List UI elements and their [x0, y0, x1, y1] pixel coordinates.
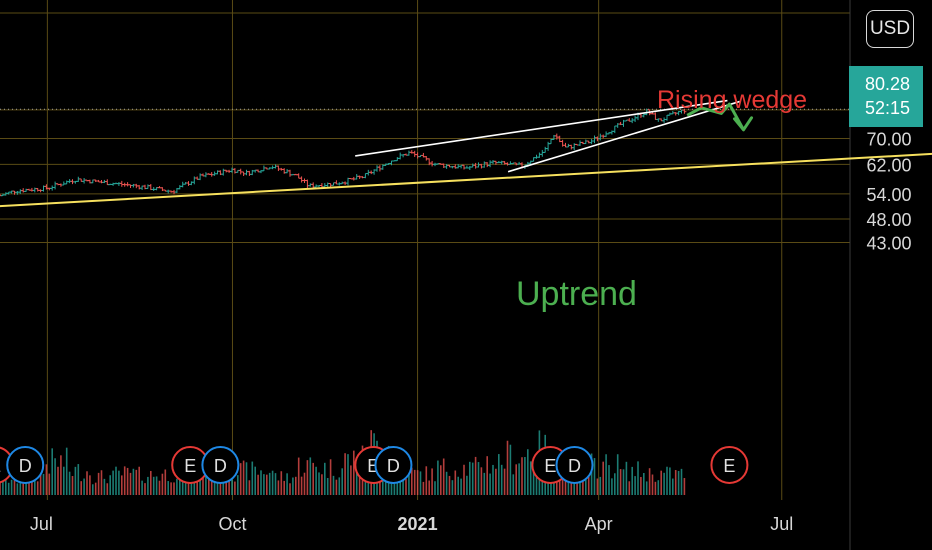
price-bars	[0, 108, 687, 197]
price-bar	[334, 180, 339, 185]
x-axis-tick-label: Jul	[770, 514, 793, 534]
dividend-marker[interactable]: D	[201, 446, 240, 484]
price-bar	[29, 187, 34, 192]
event-marker-circle	[201, 446, 240, 484]
price-bar	[247, 170, 252, 176]
price-bar	[578, 140, 582, 147]
price-bar	[412, 150, 417, 157]
x-axis-tick-label: Oct	[218, 514, 246, 534]
price-bar	[488, 160, 493, 168]
price-bar	[50, 185, 55, 191]
price-bar	[177, 185, 182, 190]
price-bar	[288, 169, 292, 177]
price-bar	[119, 180, 124, 187]
price-bar	[64, 180, 69, 185]
wedge-upper-line	[355, 99, 728, 157]
uptrend-label: Uptrend	[516, 275, 637, 313]
price-bar	[375, 165, 379, 172]
price-bar	[198, 173, 203, 181]
price-bar	[633, 115, 638, 122]
price-bar	[395, 157, 400, 162]
dividend-marker[interactable]: D	[555, 446, 594, 484]
event-marker-circle	[555, 446, 594, 484]
earnings-marker[interactable]: E	[710, 446, 749, 484]
price-bar	[116, 182, 121, 186]
price-bar	[53, 181, 58, 190]
price-bar	[305, 179, 310, 189]
x-axis-tick-label: Jul	[30, 514, 53, 534]
price-bar	[491, 160, 495, 165]
price-bar	[665, 114, 669, 121]
price-bar	[592, 135, 597, 144]
price-bar	[186, 181, 191, 186]
event-marker-circle	[374, 446, 413, 484]
y-axis-tick-label: 70.00	[866, 129, 911, 149]
price-bar	[682, 109, 687, 114]
price-bar	[299, 176, 304, 183]
price-bar	[296, 173, 301, 179]
price-bar	[82, 177, 87, 184]
y-axis-tick-label: 48.00	[866, 210, 911, 230]
price-bar	[377, 165, 382, 172]
price-bar	[137, 184, 142, 190]
last-price-value: 80.28	[865, 74, 911, 94]
dividend-marker[interactable]: D	[6, 446, 45, 484]
price-bar	[415, 152, 420, 159]
price-bar	[145, 184, 150, 189]
event-marker-label: E	[0, 456, 1, 476]
event-marker-label: E	[544, 456, 556, 476]
forecast-arrow-path	[686, 102, 745, 131]
currency-button[interactable]: USD	[866, 10, 914, 48]
x-axis-tick-label: Apr	[585, 514, 613, 534]
rising-wedge-label: Rising wedge	[657, 86, 807, 114]
price-bar	[569, 144, 574, 150]
event-marker-circle	[6, 446, 45, 484]
price-bar	[537, 152, 542, 158]
price-bar	[630, 118, 635, 124]
price-bar	[203, 172, 208, 178]
price-bar	[540, 149, 545, 157]
price-bar	[473, 162, 478, 169]
price-bar	[543, 146, 548, 153]
y-axis-tick-label: 43.00	[866, 233, 911, 253]
event-marker-label: E	[723, 456, 735, 476]
price-bar	[363, 173, 368, 179]
y-axis-tick-label: 54.00	[866, 185, 911, 205]
event-marker-circle	[710, 446, 749, 484]
price-bar	[244, 169, 249, 176]
price-bar	[662, 117, 667, 123]
price-bar	[398, 152, 403, 160]
price-bar	[583, 139, 588, 145]
event-marker-label: E	[184, 456, 196, 476]
price-bar	[18, 189, 23, 194]
price-bar	[105, 179, 110, 186]
event-marker-label: D	[19, 456, 32, 476]
price-bar	[612, 125, 617, 134]
last-price-tag: 80.28 52:15	[849, 66, 923, 127]
price-bar	[424, 156, 429, 161]
dividend-marker[interactable]: D	[374, 446, 413, 484]
event-marker-label: D	[387, 456, 400, 476]
price-bar	[35, 188, 40, 192]
forecast-arrow-head	[733, 116, 754, 132]
price-bar	[308, 183, 313, 187]
x-axis-tick-label: 2021	[398, 514, 438, 534]
price-bar	[230, 167, 234, 173]
event-marker-label: D	[214, 456, 227, 476]
y-axis-tick-label: 62.00	[866, 155, 911, 175]
price-bar	[61, 181, 66, 186]
price-bar	[462, 164, 466, 170]
event-marker-label: D	[568, 456, 581, 476]
price-bar	[276, 165, 281, 172]
price-bar	[221, 168, 226, 176]
countdown-timer: 52:15	[865, 98, 911, 118]
price-bar	[430, 160, 435, 167]
price-bar	[406, 150, 411, 156]
wedge-lower-line	[507, 100, 740, 173]
uptrend-line	[0, 152, 932, 208]
